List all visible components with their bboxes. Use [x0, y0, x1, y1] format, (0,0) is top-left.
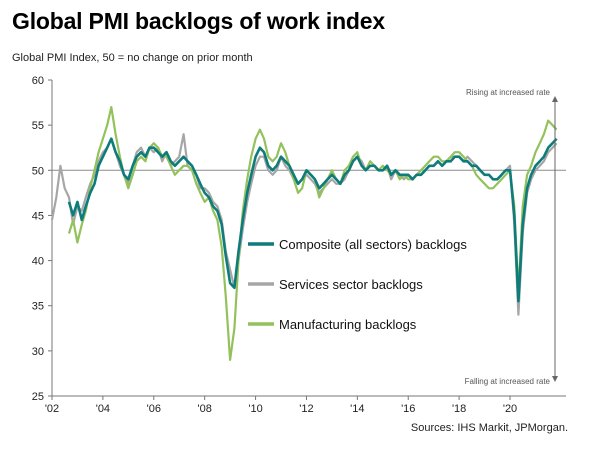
x-tick-label: '16: [401, 403, 415, 415]
arrow-down-head: [552, 376, 558, 382]
x-tick-label: '18: [452, 403, 466, 415]
y-tick-label: 35: [32, 301, 44, 313]
x-tick-label: '14: [350, 403, 364, 415]
x-tick-label: '04: [96, 403, 110, 415]
x-tick-label: '02: [45, 403, 59, 415]
rising-annotation: Rising at increased rate: [466, 88, 551, 97]
x-tick-label: '08: [198, 403, 212, 415]
y-tick-label: 50: [32, 165, 44, 177]
legend-label: Composite (all sectors) backlogs: [279, 237, 467, 252]
series-line-0: [67, 137, 558, 303]
y-tick-label: 55: [32, 120, 44, 132]
legend-label: Services sector backlogs: [279, 277, 423, 292]
source-note: Sources: IHS Markit, JPMorgan.: [410, 422, 568, 434]
x-tick-label: '12: [299, 403, 313, 415]
x-tick-label: '10: [248, 403, 262, 415]
y-tick-label: 25: [32, 391, 44, 403]
arrow-up-head: [552, 96, 558, 102]
legend: Composite (all sectors) backlogs Services…: [248, 237, 467, 332]
y-tick-label: 45: [32, 210, 44, 222]
x-tick-label: '06: [147, 403, 161, 415]
direction-arrow: [552, 96, 558, 382]
falling-annotation: Falling at increased rate: [465, 377, 551, 386]
y-tick-label: 40: [32, 256, 44, 268]
legend-label: Manufacturing backlogs: [279, 317, 417, 332]
y-tick-label: 60: [32, 75, 44, 87]
chart-title: Global PMI backlogs of work index: [12, 8, 385, 34]
y-tick-label: 30: [32, 346, 44, 358]
x-tick-label: '20: [503, 403, 517, 415]
x-axis: '02 '04 '06 '08 '10 '12 '14 '16 '18 '20: [45, 395, 566, 415]
y-axis: 25 30 35 40 45 50 55 60: [32, 75, 53, 403]
chart-subtitle: Global PMI Index, 50 = no change on prio…: [12, 52, 253, 64]
series-layer: [50, 106, 558, 361]
